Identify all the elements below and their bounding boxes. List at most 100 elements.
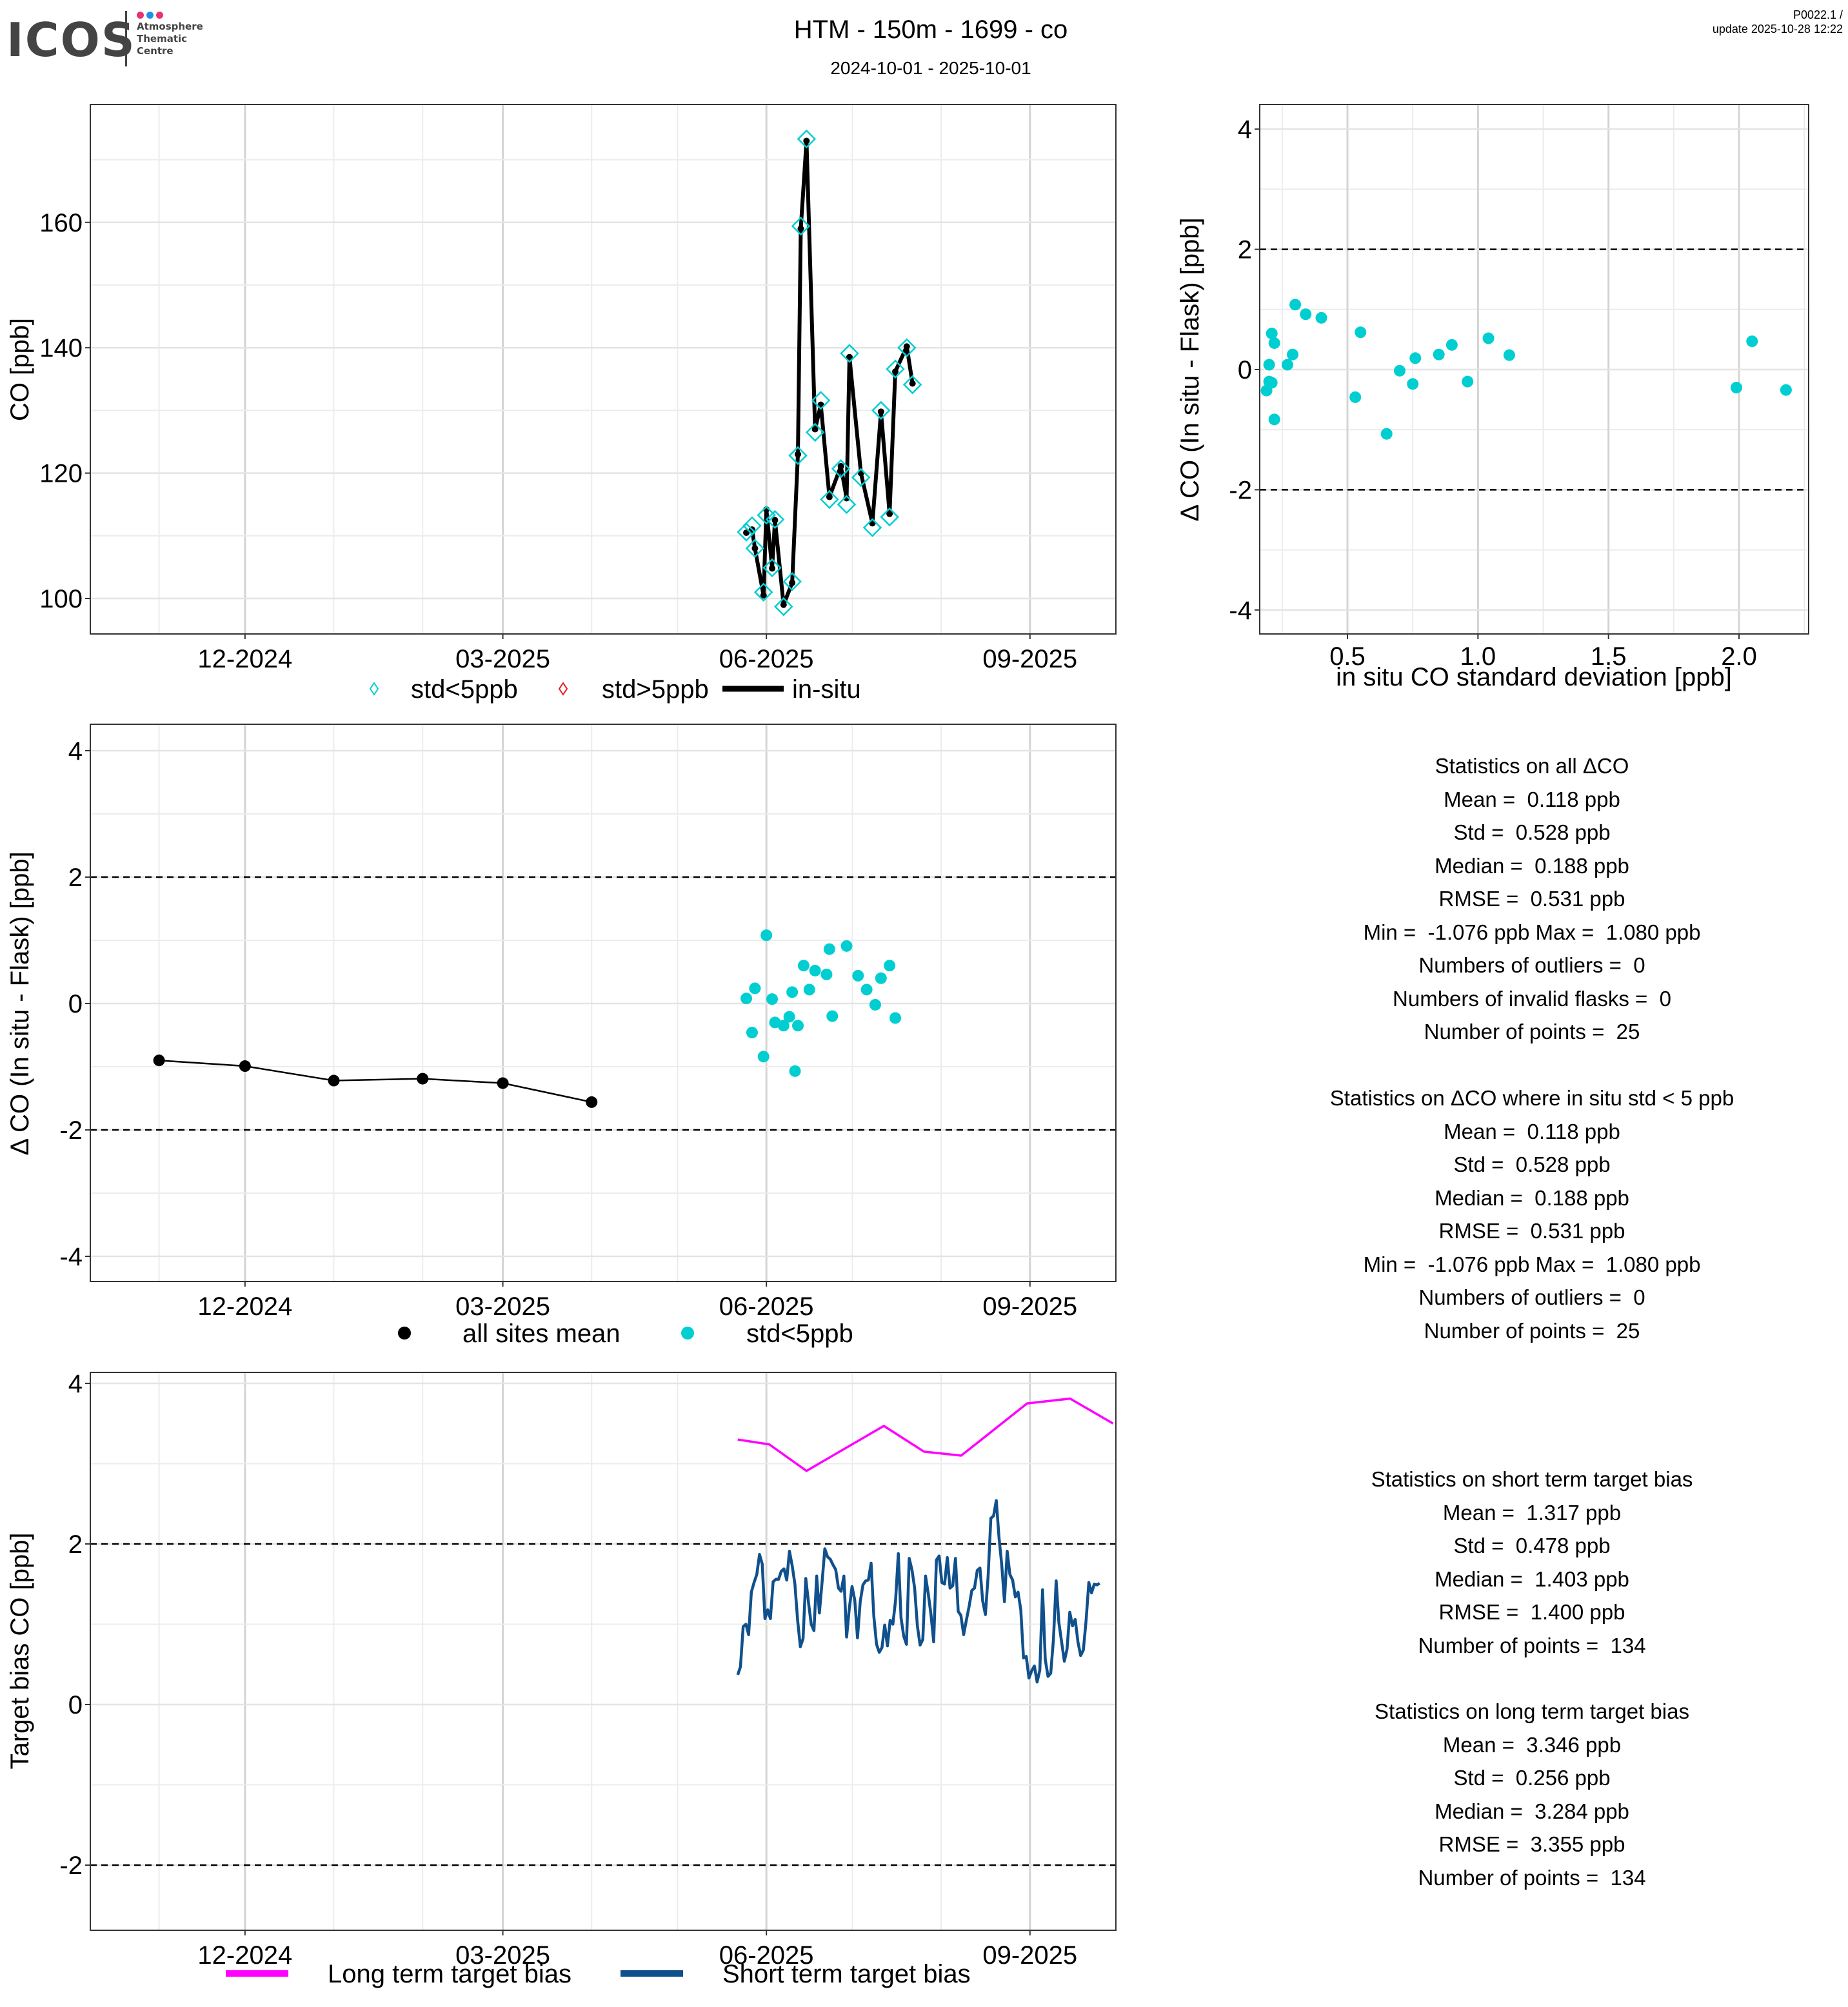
in-situ-point [811,426,819,433]
all-sites-mean-point [153,1054,165,1067]
in-situ-point [780,601,787,608]
y-tick-label: -2 [59,1116,83,1145]
std-lt-5-point [760,929,773,942]
in-situ-point [771,517,779,524]
std-lt-5-marker [897,338,917,357]
scatter-point [1300,308,1312,321]
scatter-point [1263,359,1275,371]
x-tick-label: 09-2025 [982,1941,1077,1970]
legend-label: Long term target bias [328,1960,571,1988]
std-lt-5-point [777,1020,790,1032]
y-tick-label: -4 [59,1243,83,1271]
stats-heading: Statistics on long term target bias [1375,1699,1689,1723]
stats-line: RMSE = 0.531 ppb [1438,887,1625,911]
scatter-point [1393,364,1406,377]
std-lt-5-marker [880,507,899,527]
stats-heading: Statistics on short term target bias [1371,1467,1693,1491]
std-lt-5-marker [840,344,859,363]
x-tick-label: 12-2024 [197,645,292,673]
legend-label: in-situ [792,675,861,704]
std-lt-5-point [797,960,810,972]
target-bias-panel: 12-2024 03-2025 06-2025 09-2025 -2 0 2 4 Target … [6,1370,1117,1988]
x-axis-label: in situ CO standard deviation [ppb] [1336,663,1732,691]
logo-line: Centre [137,45,174,57]
x-tick-label: 09-2025 [982,645,1077,673]
stats-line: Mean = 1.317 ppb [1442,1500,1622,1525]
scatter-point [1287,348,1299,361]
std-lt-5-point [826,1010,839,1022]
stats-line: Number of points = 25 [1424,1318,1640,1343]
x-tick-label: 06-2025 [719,1941,814,1970]
page-title: HTM - 150m - 1699 - co [793,15,1068,44]
std-lt-5-marker [762,558,782,578]
logo-dot [156,12,163,19]
x-tick-label: 03-2025 [455,1941,550,1970]
scatter-point [1268,337,1280,349]
in-situ-point [826,493,833,500]
y-tick-label: 100 [39,585,83,613]
scatter-point [1315,311,1327,324]
legend-label: std<5ppb [411,675,518,704]
plot-border [90,1372,1117,1931]
y-axis-label: CO [ppb] [6,318,34,421]
stats-line: Min = -1.076 ppb Max = 1.080 ppb [1363,1252,1701,1276]
std-lt-5-point [809,965,821,977]
std-lt-5-point [766,993,779,1005]
all-sites-mean-line [159,1059,592,1103]
date-range: 2024-10-01 - 2025-10-01 [830,58,1031,78]
std-lt-5-point [840,940,853,952]
legend-label: std<5ppb [746,1320,853,1348]
y-axis-label: Target bias CO [ppb] [6,1533,34,1770]
all-sites-mean-point [328,1074,340,1087]
logo-line: Atmosphere [137,21,203,32]
legend-label: Short term target bias [722,1960,971,1988]
x-tick-label: 12-2024 [197,1941,292,1970]
x-tick-label: 12-2024 [197,1292,292,1321]
std-lt-5-marker [811,391,831,410]
y-tick-label: 4 [68,1370,83,1398]
std-lt-5-marker [831,459,851,479]
std-lt-5-marker [737,522,756,542]
y-tick-label: -2 [59,1852,83,1880]
scatter-point [1482,332,1495,344]
std-lt-5-point [869,998,881,1011]
scatter-point [1407,378,1419,390]
scatter-point [1289,299,1302,311]
icos-logo-wordmark: ICOS [6,13,136,67]
logo-dots-icon [137,12,163,19]
stats-line: Min = -1.076 ppb Max = 1.080 ppb [1363,920,1701,944]
all-sites-mean-point [586,1096,598,1108]
scatter-point [1355,326,1367,339]
x-tick-label: 2.0 [1721,642,1757,671]
x-tick-label: 06-2025 [719,645,814,673]
x-tick-label: 09-2025 [982,1292,1077,1321]
all-sites-mean-point [417,1073,429,1085]
y-tick-label: 140 [39,334,83,362]
std-lt-5-marker [788,446,808,466]
y-tick-label: 0 [1238,356,1252,384]
std-lt-5-marker [902,375,922,395]
std-lt-5-point [746,1027,758,1039]
legend-diamond-icon [558,682,568,696]
stats-delta-std-lt-5: Statistics on ΔCO where in situ std < 5 … [1258,1082,1806,1347]
in-situ-point [909,380,916,387]
std-lt-5-marker [871,400,891,420]
y-tick-label: 2 [68,864,83,892]
scatter-point [1380,428,1393,440]
y-tick-label: -2 [1229,476,1252,504]
y-tick-label: 2 [1238,236,1252,264]
std-lt-5-marker [805,422,825,442]
stats-line: Mean = 3.346 ppb [1442,1732,1622,1757]
x-tick-label: 1.0 [1460,642,1496,671]
stats-line: Numbers of outliers = 0 [1418,1285,1645,1309]
scatter-point [1780,384,1792,396]
y-tick-label: 4 [68,737,83,766]
std-lt-5-point [884,960,896,972]
stats-line: Number of points = 134 [1418,1633,1646,1657]
stats-line: Median = 0.188 ppb [1435,1185,1629,1210]
stats-line: RMSE = 0.531 ppb [1438,1219,1625,1243]
std-lt-5-marker [765,509,785,529]
all-sites-mean-point [239,1060,251,1073]
x-tick-label: 1.5 [1591,642,1627,671]
y-tick-label: 160 [39,209,83,237]
